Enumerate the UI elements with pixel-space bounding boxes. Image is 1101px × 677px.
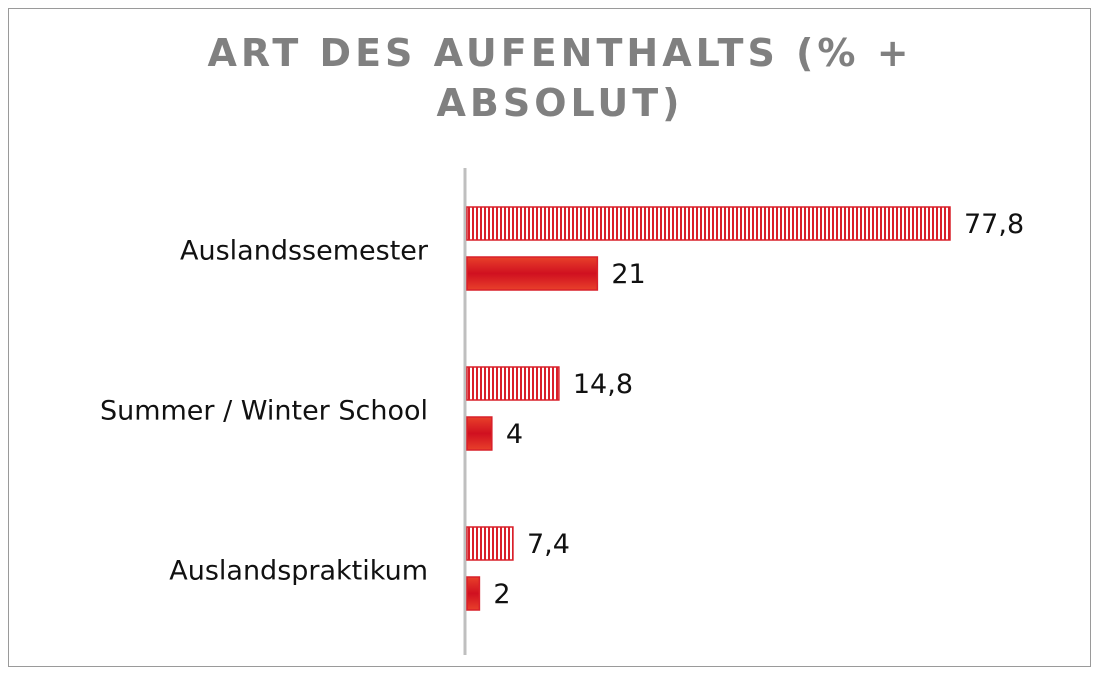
bar [466,206,951,241]
bar [466,366,560,401]
value-label: 21 [611,259,645,290]
category-label: Summer / Winter School [100,396,428,427]
bar [466,576,481,611]
value-label: 4 [506,419,523,450]
chart-title: ART DES AUFENTHALTS (% + ABSOLUT) [207,31,913,125]
value-label: 2 [493,579,510,610]
category-label: Auslandspraktikum [169,556,428,587]
value-label: 7,4 [527,529,570,560]
category-label: Auslandssemester [180,236,429,267]
bar [466,526,514,561]
value-label: 14,8 [573,369,633,400]
bar [466,256,599,291]
value-label: 77,8 [964,209,1024,240]
chart-frame [8,8,1091,667]
bar [466,416,493,451]
